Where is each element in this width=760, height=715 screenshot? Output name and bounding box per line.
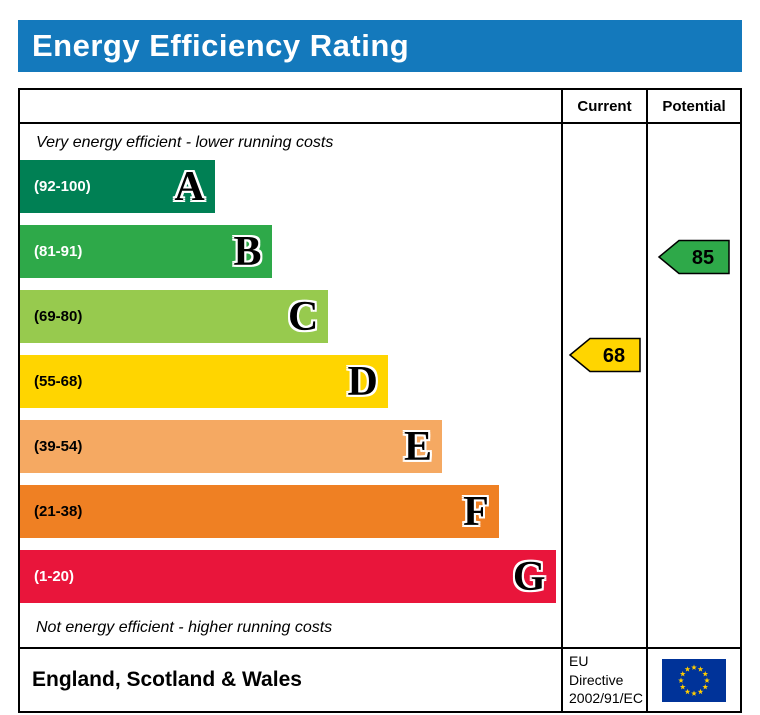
rating-chart-body: Very energy efficient - lower running co… [20,124,740,647]
rating-bar-f: (21-38) F [20,485,499,538]
potential-column: 85 [646,124,740,647]
rating-band-e: (39-54) E [20,420,561,473]
band-letter: D [347,358,378,405]
current-rating-arrow: 68 [568,337,641,373]
title-bar: Energy Efficiency Rating [18,20,742,72]
band-range-label: (69-80) [34,308,83,325]
eu-flag-cell [646,649,740,711]
table-footer-row: England, Scotland & Wales EU Directive 2… [20,647,740,711]
band-range-label: (1-20) [34,568,75,585]
rating-scale-header-spacer [20,90,561,122]
band-range-label: (81-91) [34,243,83,260]
region-label: England, Scotland & Wales [32,668,302,691]
eu-directive-line1: EU Directive [569,652,624,688]
rating-band-d: (55-68) D [20,355,561,408]
rating-table: Current Potential Very energy efficient … [18,88,742,713]
eu-flag-icon [662,658,726,702]
eu-directive-line2: 2002/91/EC [569,690,643,707]
rating-bar-e: (39-54) E [20,420,442,473]
current-column: 68 [561,124,646,647]
caption-not-efficient: Not energy efficient - higher running co… [36,619,333,636]
potential-column-header: Potential [646,90,740,122]
rating-bar-a: (92-100) A [20,160,215,213]
rating-bar-d: (55-68) D [20,355,388,408]
band-range-label: (55-68) [34,373,83,390]
rating-band-a: (92-100) A [20,160,561,213]
band-letter: E [403,423,432,470]
band-letter: F [463,488,489,535]
band-range-label: (39-54) [34,438,83,455]
current-column-header: Current [561,90,646,122]
caption-very-efficient: Very energy efficient - lower running co… [36,134,334,151]
rating-scale: Very energy efficient - lower running co… [20,124,561,647]
rating-band-c: (69-80) C [20,290,561,343]
current-arrow-shape [568,337,641,373]
band-range-label: (92-100) [34,178,91,195]
rating-bar-b: (81-91) B [20,225,272,278]
band-letter: G [512,553,546,600]
band-letter: A [174,163,205,210]
rating-bar-g: (1-20) G [20,550,556,603]
current-rating-value: 68 [602,345,624,367]
band-letter: C [288,293,319,340]
rating-band-b: (81-91) B [20,225,561,278]
band-range-label: (21-38) [34,503,83,520]
rating-band-g: (1-20) G [20,550,561,603]
band-letter: B [233,228,262,275]
page-title: Energy Efficiency Rating [32,28,410,63]
potential-arrow-shape [657,239,730,275]
potential-rating-value: 85 [692,247,714,269]
rating-band-f: (21-38) F [20,485,561,538]
potential-rating-arrow: 85 [657,239,730,275]
rating-bar-c: (69-80) C [20,290,329,343]
table-header-row: Current Potential [20,90,740,124]
eu-directive-label: EU Directive 2002/91/EC [561,649,646,711]
